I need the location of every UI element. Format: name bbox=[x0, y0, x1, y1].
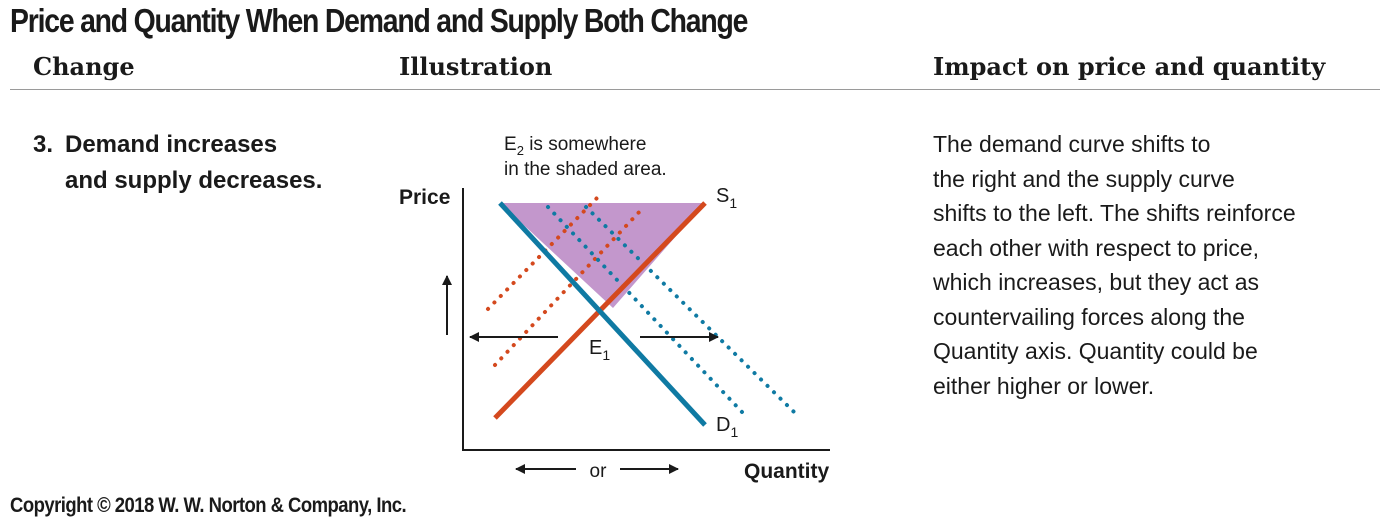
or-label: or bbox=[590, 461, 608, 482]
supply-curve-label: S1 bbox=[716, 185, 737, 211]
shaded-region bbox=[500, 203, 705, 308]
impact-line: each other with respect to price, bbox=[933, 234, 1259, 261]
column-header-illustration: Illustration bbox=[399, 52, 553, 81]
column-header-change: Change bbox=[33, 52, 135, 81]
row-change-label: 3. Demand increases and supply decreases. bbox=[33, 127, 322, 199]
impact-description: The demand curve shifts to the right and… bbox=[933, 127, 1373, 403]
equilibrium-label: E1 bbox=[589, 337, 610, 363]
header-divider bbox=[10, 89, 1380, 90]
column-header-impact: Impact on price and quantity bbox=[933, 52, 1326, 81]
copyright-notice: Copyright © 2018 W. W. Norton & Company,… bbox=[10, 494, 407, 517]
row-number: 3. bbox=[33, 131, 54, 158]
demand-shift-curve bbox=[546, 205, 744, 414]
supply-shift-curve bbox=[493, 207, 644, 367]
impact-line: either higher or lower. bbox=[933, 372, 1155, 399]
x-axis-label: Quantity bbox=[744, 460, 829, 483]
annotation-line-1: E2 is somewhere bbox=[504, 134, 646, 158]
demand-curve-d1 bbox=[498, 201, 707, 427]
change-line-1: Demand increases bbox=[65, 131, 278, 158]
impact-line: which increases, but they act as bbox=[933, 269, 1259, 295]
impact-line: The demand curve shifts to bbox=[933, 131, 1211, 157]
impact-line: countervailing forces along the bbox=[933, 303, 1245, 330]
demand-curve-label: D1 bbox=[716, 414, 738, 440]
change-line-2: and supply decreases. bbox=[65, 167, 323, 194]
impact-line: Quantity axis. Quantity could be bbox=[933, 338, 1258, 364]
annotation-rest: is somewhere bbox=[524, 134, 647, 155]
impact-line: the right and the supply curve bbox=[933, 165, 1235, 192]
annotation-line-2: in the shaded area. bbox=[504, 159, 667, 180]
page-title: Price and Quantity When Demand and Suppl… bbox=[10, 2, 748, 39]
annotation-subscript: 2 bbox=[517, 143, 524, 158]
y-axis-label: Price bbox=[399, 186, 450, 209]
impact-line: shifts to the left. The shifts reinforce bbox=[933, 200, 1296, 226]
supply-shift-curve bbox=[486, 196, 599, 311]
demand-shift-curve bbox=[584, 205, 796, 414]
annotation-e: E bbox=[504, 134, 517, 155]
